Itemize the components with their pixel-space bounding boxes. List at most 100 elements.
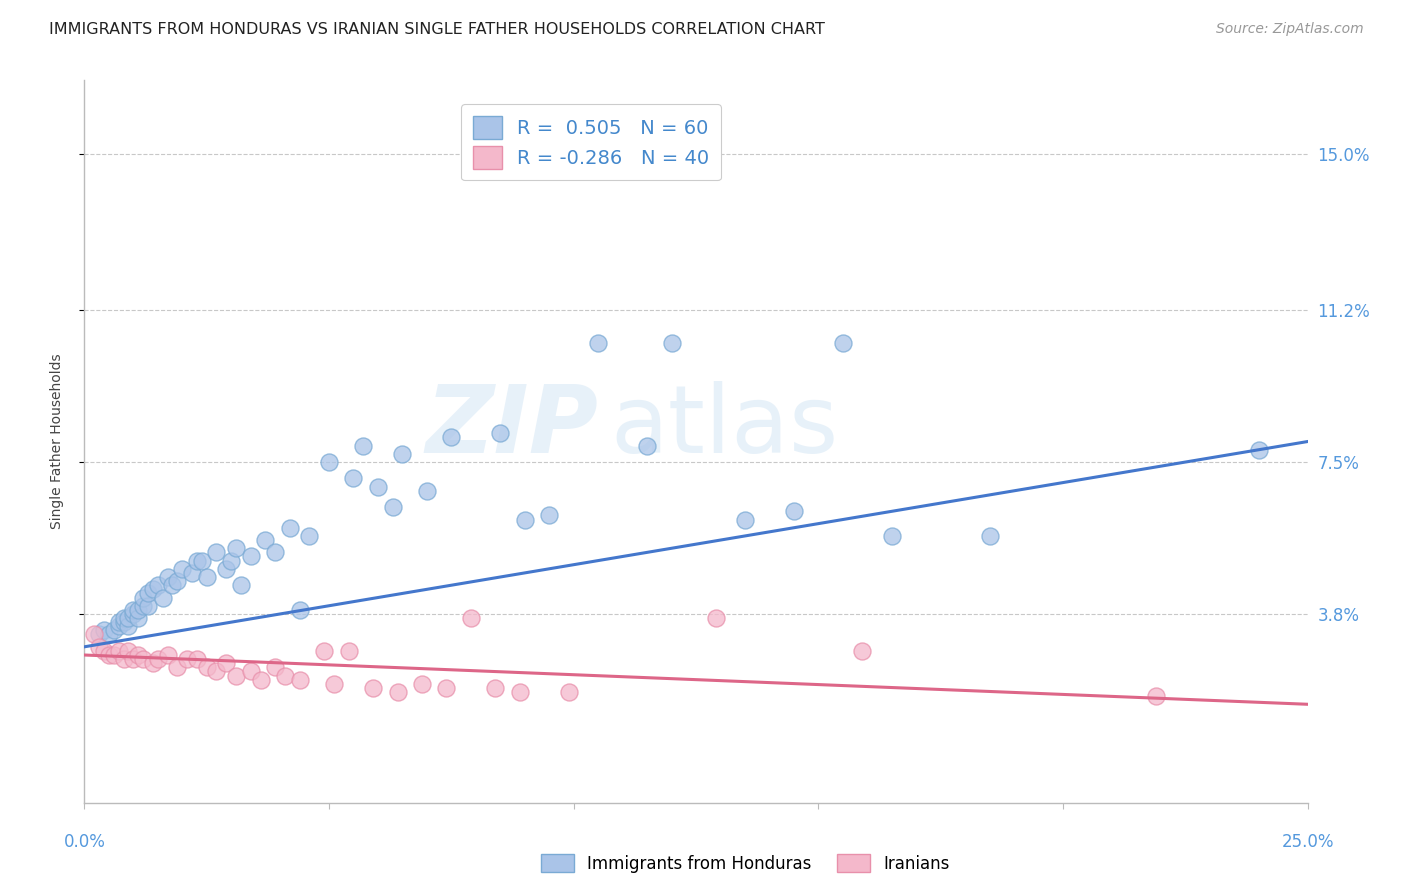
Point xyxy=(288,673,311,687)
Point xyxy=(219,553,242,567)
Point xyxy=(558,685,581,699)
Point xyxy=(117,611,139,625)
Point xyxy=(229,578,252,592)
Point xyxy=(112,652,135,666)
Point xyxy=(176,652,198,666)
Point xyxy=(132,591,155,605)
Point xyxy=(87,640,110,654)
Point xyxy=(586,336,609,351)
Point xyxy=(489,426,512,441)
Point xyxy=(127,648,149,662)
Point xyxy=(254,533,277,547)
Point xyxy=(636,439,658,453)
Point xyxy=(979,529,1001,543)
Point xyxy=(274,668,297,682)
Point xyxy=(191,553,214,567)
Point xyxy=(416,483,439,498)
Point xyxy=(122,607,145,621)
Point xyxy=(136,599,159,613)
Point xyxy=(342,471,364,485)
Point xyxy=(117,619,139,633)
Point xyxy=(117,644,139,658)
Point xyxy=(166,660,188,674)
Point xyxy=(181,566,204,580)
Point xyxy=(411,677,433,691)
Point xyxy=(205,665,228,679)
Point xyxy=(734,512,756,526)
Point xyxy=(215,562,238,576)
Point xyxy=(162,578,184,592)
Point xyxy=(112,611,135,625)
Point xyxy=(322,677,344,691)
Point xyxy=(367,480,389,494)
Point xyxy=(136,586,159,600)
Point xyxy=(186,652,208,666)
Text: atlas: atlas xyxy=(610,381,838,473)
Point xyxy=(142,657,165,671)
Y-axis label: Single Father Households: Single Father Households xyxy=(49,354,63,529)
Point xyxy=(288,603,311,617)
Point xyxy=(146,578,169,592)
Point xyxy=(112,615,135,630)
Text: 0.0%: 0.0% xyxy=(63,833,105,851)
Point xyxy=(538,508,561,523)
Point xyxy=(215,657,238,671)
Point xyxy=(186,553,208,567)
Point xyxy=(83,627,105,641)
Point xyxy=(132,652,155,666)
Point xyxy=(337,644,360,658)
Point xyxy=(851,644,873,658)
Point xyxy=(278,521,301,535)
Point xyxy=(225,541,247,556)
Point xyxy=(264,545,287,559)
Point xyxy=(225,668,247,682)
Point xyxy=(152,591,174,605)
Legend: Immigrants from Honduras, Iranians: Immigrants from Honduras, Iranians xyxy=(534,847,956,880)
Point xyxy=(132,599,155,613)
Point xyxy=(239,549,262,564)
Point xyxy=(166,574,188,588)
Point xyxy=(509,685,531,699)
Point xyxy=(103,624,125,638)
Point xyxy=(156,648,179,662)
Point xyxy=(87,627,110,641)
Point xyxy=(172,562,194,576)
Point xyxy=(97,648,120,662)
Point xyxy=(146,652,169,666)
Point xyxy=(436,681,458,695)
Point xyxy=(314,644,336,658)
Point xyxy=(195,570,218,584)
Point xyxy=(352,439,374,453)
Point xyxy=(122,652,145,666)
Point xyxy=(460,611,482,625)
Point xyxy=(361,681,384,695)
Point xyxy=(127,603,149,617)
Point xyxy=(661,336,683,351)
Point xyxy=(381,500,404,515)
Point xyxy=(249,673,271,687)
Point xyxy=(484,681,506,695)
Point xyxy=(103,648,125,662)
Point xyxy=(783,504,806,518)
Point xyxy=(391,447,413,461)
Point xyxy=(880,529,903,543)
Point xyxy=(704,611,727,625)
Point xyxy=(142,582,165,597)
Point xyxy=(107,644,129,658)
Point xyxy=(107,619,129,633)
Legend: R =  0.505   N = 60, R = -0.286   N = 40: R = 0.505 N = 60, R = -0.286 N = 40 xyxy=(461,104,721,180)
Point xyxy=(205,545,228,559)
Text: 25.0%: 25.0% xyxy=(1281,833,1334,851)
Point xyxy=(513,512,536,526)
Point xyxy=(156,570,179,584)
Text: IMMIGRANTS FROM HONDURAS VS IRANIAN SINGLE FATHER HOUSEHOLDS CORRELATION CHART: IMMIGRANTS FROM HONDURAS VS IRANIAN SING… xyxy=(49,22,825,37)
Point xyxy=(97,627,120,641)
Point xyxy=(298,529,321,543)
Point xyxy=(93,644,115,658)
Point xyxy=(107,615,129,630)
Point xyxy=(93,624,115,638)
Point xyxy=(1247,442,1270,457)
Point xyxy=(239,665,262,679)
Point xyxy=(1144,689,1167,703)
Point xyxy=(831,336,853,351)
